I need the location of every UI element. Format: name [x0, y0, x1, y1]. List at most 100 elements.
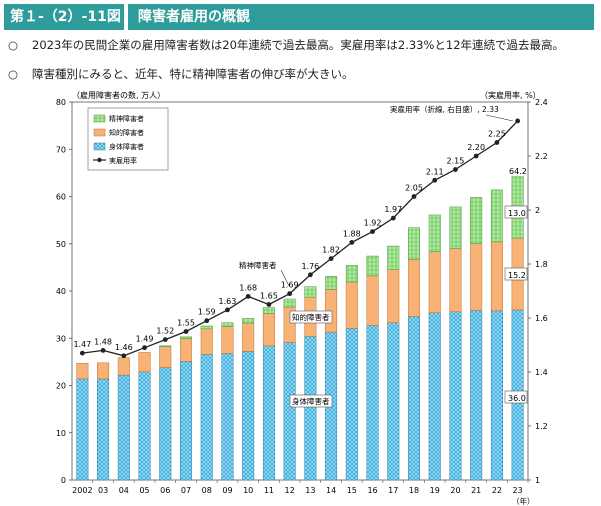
intellectual-annotation: 知的障害者: [292, 312, 330, 322]
legend-swatch-mental: [93, 114, 106, 123]
bar-mental: [449, 206, 462, 249]
x-axis-tick-label: 04: [119, 486, 129, 495]
right-axis-tick-label: 2: [535, 206, 540, 215]
x-axis-tick-label: 09: [222, 486, 232, 495]
bars: [76, 176, 524, 481]
intellectual-2023-box: [504, 267, 528, 281]
left-axis: 0 10 20 30 40 50 60 70 80: [56, 98, 72, 485]
bar-intellectual: [221, 326, 234, 354]
x-axis-tick-label: 12: [285, 486, 295, 495]
bar-physical: [449, 311, 462, 481]
rate-line-annotation: 実雇用率（折線, 右目盛）, 2.33: [390, 104, 499, 114]
bar-intellectual: [366, 275, 379, 326]
left-axis-label: （雇用障害者の数, 万人）: [72, 90, 165, 100]
bar-mental: [428, 214, 441, 253]
x-axis-unit: （年）: [512, 496, 535, 506]
right-axis: 1 1.2 1.4 1.6 1.8 2 2.2 2.4: [528, 98, 548, 485]
rate-point: [453, 167, 458, 172]
physical-annotation-box: [289, 394, 333, 408]
bar-intellectual: [490, 241, 503, 312]
x-axis-tick-label: 19: [430, 486, 440, 495]
bar-physical: [470, 310, 483, 481]
bar-mental: [304, 286, 317, 298]
left-axis-tick-label: 50: [56, 240, 66, 249]
rate-point: [162, 337, 168, 342]
bar-physical: [76, 378, 89, 481]
mental-annotation: 精神障害者: [239, 260, 277, 270]
rate-point: [245, 294, 251, 299]
left-axis-tick-label: 40: [56, 287, 66, 296]
rate-point: [79, 350, 85, 356]
mental-annotation-leader: [280, 269, 290, 287]
bullet-mark: ○: [8, 38, 19, 52]
bar-physical: [242, 351, 255, 481]
bar-intellectual: [180, 338, 192, 362]
rate-line-annotation-leader: [485, 114, 514, 122]
right-axis-tick-label: 2.4: [535, 98, 548, 107]
bar-physical: [200, 354, 213, 481]
rate-point: [473, 153, 479, 159]
rate-data-label: 1.97: [384, 205, 402, 214]
mental-2023-label: 13.0: [508, 209, 526, 218]
x-axis-tick-label: 06: [160, 486, 170, 495]
x-axis-tick-label: 16: [367, 486, 377, 495]
mental-2023-box: [504, 205, 528, 219]
x-axis-tick-label: 21: [471, 486, 481, 495]
bar-physical: [159, 367, 172, 481]
left-axis-tick-label: 0: [61, 476, 66, 485]
physical-annotation: 身体障害者: [292, 396, 330, 406]
bar-physical: [117, 374, 130, 481]
rate-point: [287, 291, 293, 297]
intellectual-annotation-box: [289, 310, 333, 324]
figure-label: 第１-（2）-11図: [4, 4, 124, 30]
bar-mental: [366, 255, 379, 277]
rate-point: [307, 272, 313, 278]
bar-mental: [345, 265, 358, 283]
figure-header: 第１-（2）-11図 障害者雇用の概観: [4, 4, 594, 30]
x-axis-tick-label: 2002: [72, 486, 92, 495]
bar-mental: [283, 298, 296, 308]
rate-data-label: 1.92: [364, 219, 382, 228]
rate-data-label: 1.69: [281, 281, 299, 290]
rate-point: [183, 329, 189, 334]
bar-intellectual: [76, 363, 89, 380]
figure-title: 障害者雇用の概観: [138, 9, 250, 25]
rate-data-label: 1.88: [343, 229, 361, 238]
x-axis-tick-label: 11: [264, 486, 274, 495]
bar-mental: [325, 276, 338, 290]
rate-data-label: 1.49: [136, 335, 154, 344]
bar-physical: [283, 342, 296, 481]
rate-point: [349, 240, 355, 245]
rate-line-path: [82, 120, 519, 357]
legend-label-intellectual: 知的障害者: [109, 128, 144, 137]
rate-data-label: 1.63: [219, 297, 237, 306]
rate-data-label: 1.68: [239, 283, 257, 292]
left-axis-tick-label: 10: [56, 429, 66, 438]
rate-point: [432, 177, 438, 183]
bar-intellectual: [408, 259, 420, 317]
right-axis-tick-label: 1.8: [535, 260, 548, 269]
x-axis-tick-label: 13: [305, 486, 315, 495]
bar-intellectual: [262, 313, 275, 347]
x-axis-tick-label: 05: [139, 486, 149, 495]
left-axis-tick-label: 30: [56, 334, 66, 343]
rate-line: 1.47 1.481.461.491.521.551.591.631.681.65…: [73, 118, 521, 359]
physical-2023-label: 36.0: [508, 394, 526, 403]
bar-mental: [387, 245, 400, 270]
rate-point: [204, 318, 210, 324]
legend-label-mental: 精神障害者: [109, 114, 144, 123]
bar-intellectual: [345, 281, 358, 329]
bar-mental: [200, 325, 213, 330]
bar-physical: [428, 312, 441, 481]
bar-intellectual: [200, 328, 213, 355]
right-axis-tick-label: 2.2: [535, 152, 548, 161]
bullet-text: 障害種別にみると、近年、特に精神障害者の伸び率が大きい。: [32, 67, 354, 81]
x-axis-tick-label: 03: [98, 486, 108, 495]
bar-intellectual: [449, 248, 462, 313]
rate-data-label: 1.48: [94, 337, 112, 346]
bar-mental: [490, 189, 503, 243]
bar-mental: [470, 197, 483, 244]
total-2023-label: 64.2: [509, 167, 527, 176]
left-axis-tick-label: 60: [56, 193, 66, 202]
bar-intellectual: [117, 357, 130, 376]
